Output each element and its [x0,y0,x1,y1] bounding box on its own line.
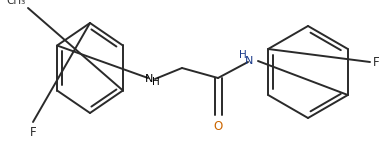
Text: F: F [30,126,36,139]
Text: F: F [373,56,379,70]
Text: H: H [239,50,247,60]
Text: N: N [145,74,153,84]
Text: O: O [213,120,223,133]
Text: H: H [152,77,160,87]
Text: CH₃: CH₃ [7,0,26,6]
Text: N: N [245,56,253,66]
